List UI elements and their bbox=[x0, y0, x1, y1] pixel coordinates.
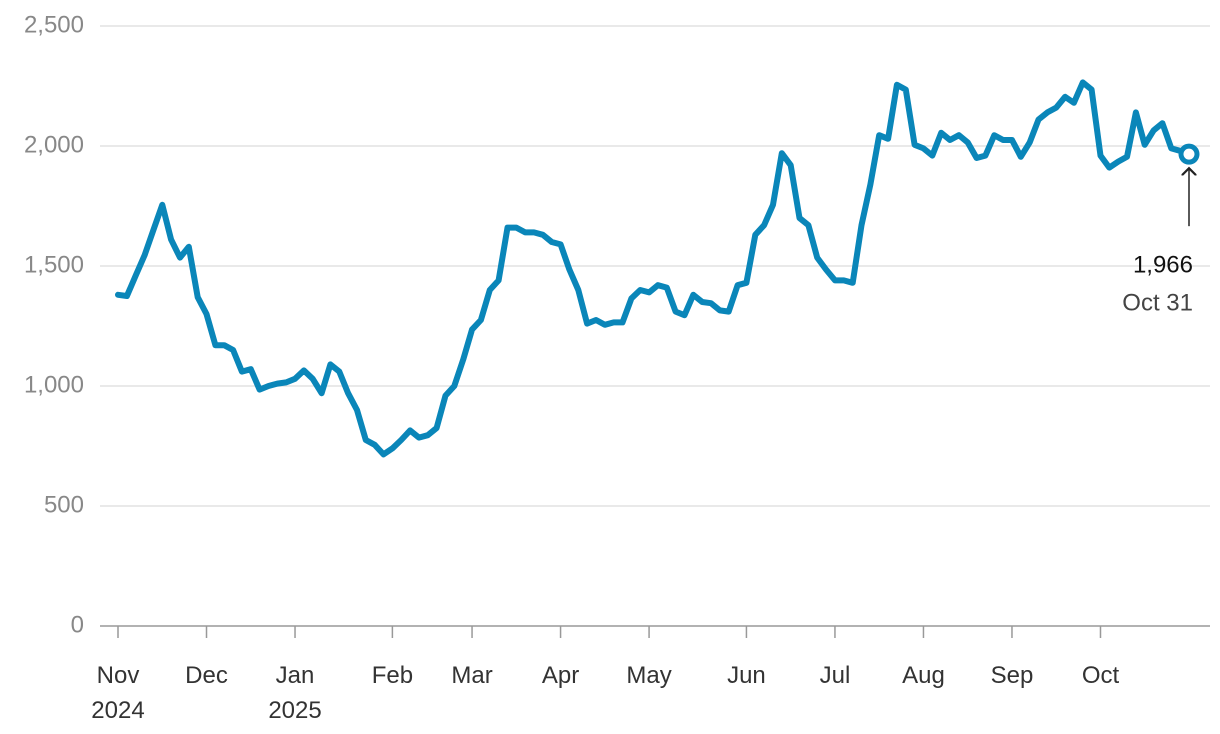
x-tick-label: Jul bbox=[819, 662, 851, 689]
x-tick-label: Sep bbox=[990, 662, 1034, 689]
line bbox=[115, 79, 1192, 458]
y-tick-label: 0 bbox=[71, 611, 84, 638]
x-tick-label: Apr bbox=[541, 662, 580, 689]
x-tick-label: Oct bbox=[1081, 662, 1120, 689]
x-tick-label: Dec bbox=[185, 662, 228, 689]
x-tick-label: Jun bbox=[727, 662, 766, 689]
x-tick-label: Feb bbox=[371, 662, 414, 689]
annotation-value: 1,966 bbox=[1133, 252, 1193, 279]
x-tick-label: May bbox=[626, 662, 672, 689]
x-tick-label: Aug bbox=[902, 662, 945, 689]
y-tick-label: 1,500 bbox=[24, 251, 84, 278]
y-tick-label: 500 bbox=[44, 491, 84, 518]
x-tick-label: Jan 2025 bbox=[268, 662, 322, 724]
y-tick-label: 2,000 bbox=[24, 131, 84, 158]
y-tick-label: 1,000 bbox=[24, 371, 84, 398]
annotation-date: Oct 31 bbox=[1122, 290, 1193, 317]
x-tick-label: Nov 2024 bbox=[91, 662, 145, 724]
x-tick-label: Mar bbox=[451, 662, 493, 689]
y-tick-label: 2,500 bbox=[24, 11, 84, 38]
end-point bbox=[1178, 143, 1200, 165]
